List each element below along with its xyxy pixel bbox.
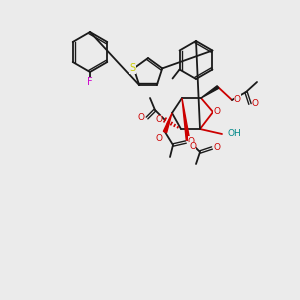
Text: O: O [214,107,220,116]
Text: O: O [234,94,241,103]
Polygon shape [164,113,172,133]
Polygon shape [201,86,219,98]
Text: O: O [189,142,196,151]
Text: O: O [155,116,162,124]
Text: O: O [137,113,144,122]
Text: F: F [87,77,93,87]
Text: O: O [188,136,195,146]
Polygon shape [182,98,190,140]
Text: O: O [156,134,163,143]
Text: OH: OH [227,130,241,139]
Text: O: O [214,142,221,152]
Text: S: S [130,63,136,74]
Text: O: O [252,100,259,109]
